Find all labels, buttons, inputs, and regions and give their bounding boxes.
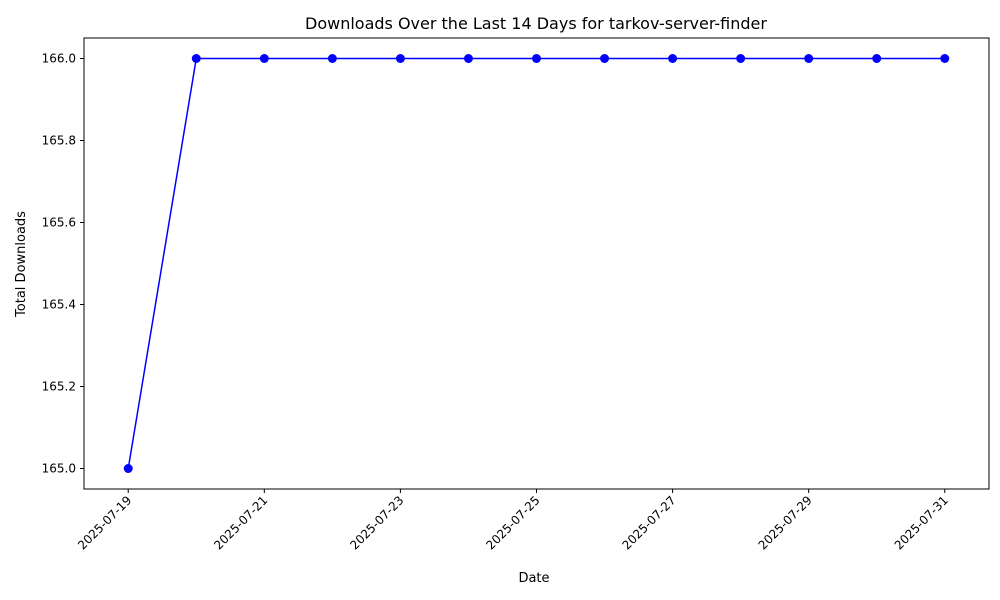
y-tick-label: 165.2 [42, 380, 76, 394]
data-point [395, 54, 405, 63]
data-point [123, 464, 133, 473]
y-axis-label: Total Downloads [14, 211, 29, 318]
x-tick-label: 2025-07-19 [75, 493, 134, 552]
y-tick-label: 165.4 [42, 298, 76, 312]
y-tick-label: 165.0 [42, 462, 76, 476]
data-point [668, 54, 678, 63]
chart-title: Downloads Over the Last 14 Days for tark… [305, 14, 767, 33]
x-tick-label: 2025-07-23 [347, 493, 406, 552]
data-point [191, 54, 201, 63]
x-axis-label: Date [518, 571, 549, 586]
x-tick-label: 2025-07-27 [619, 493, 678, 552]
series-line [127, 57, 945, 469]
data-point [327, 54, 337, 63]
y-tick-label: 165.6 [42, 216, 76, 230]
y-tick-label: 166.0 [42, 52, 76, 66]
data-point [600, 54, 610, 63]
plot-frame [83, 37, 990, 490]
data-point [259, 54, 269, 63]
x-tick-label: 2025-07-21 [211, 493, 270, 552]
x-tick-label: 2025-07-25 [483, 493, 542, 552]
data-point [940, 54, 950, 63]
y-tick-label: 165.8 [42, 134, 76, 148]
data-point [463, 54, 473, 63]
plot-area: 165.0 165.2 165.4 165.6 165.8 166.0 2025-07-19… [42, 37, 990, 552]
data-point [736, 54, 746, 63]
data-point [872, 54, 882, 63]
x-tick-label: 2025-07-31 [892, 493, 951, 552]
x-tick-label: 2025-07-29 [756, 493, 815, 552]
data-point [532, 54, 541, 63]
data-point [804, 54, 814, 63]
